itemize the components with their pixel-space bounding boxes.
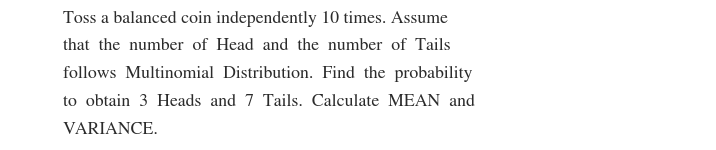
Text: follows  Multinomial  Distribution.  Find  the  probability: follows Multinomial Distribution. Find t… [63,66,473,82]
Text: VARIANCE.: VARIANCE. [63,122,159,138]
Text: Toss a balanced coin independently 10 times. Assume: Toss a balanced coin independently 10 ti… [63,11,448,27]
Text: to  obtain  3  Heads  and  7  Tails.  Calculate  MEAN  and: to obtain 3 Heads and 7 Tails. Calculate… [63,94,475,110]
Text: that  the  number  of  Head  and  the  number  of  Tails: that the number of Head and the number o… [63,38,450,54]
